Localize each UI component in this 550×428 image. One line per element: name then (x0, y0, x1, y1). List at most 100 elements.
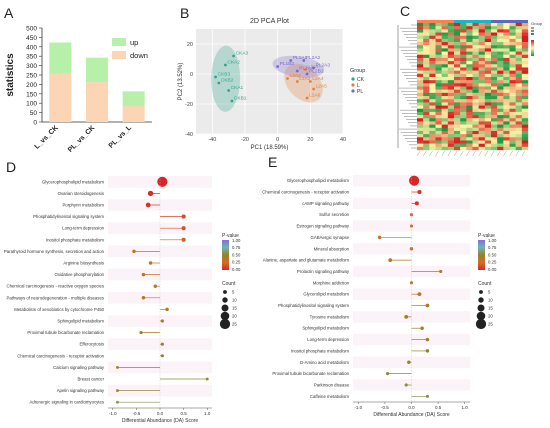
heatmap-cell (515, 121, 523, 125)
heatmap-cell (441, 42, 449, 46)
heatmap-cell (435, 29, 442, 33)
heatmap-cell (515, 111, 523, 116)
heatmap-cell (491, 105, 498, 109)
heatmap-cell (497, 121, 504, 125)
heatmap-cell (447, 57, 455, 62)
pca-point (302, 59, 306, 62)
heatmap-cell (429, 124, 436, 128)
heatmap-cell (429, 99, 436, 103)
heatmap-cell (515, 143, 523, 148)
heatmap-cell (503, 115, 510, 119)
heatmap-cell (497, 86, 504, 90)
heatmap-cell (478, 146, 486, 151)
heatmap-cell (447, 64, 455, 68)
bar-up (49, 42, 72, 74)
heatmap-cell (484, 61, 492, 65)
pathway-label: Parathyroid hormone synthesis, secretion… (4, 249, 105, 254)
pvalue-legend-label: 1.00 (488, 238, 497, 243)
heatmap-cell (447, 115, 455, 119)
pca-point (295, 80, 299, 83)
count-legend-dot (221, 304, 229, 312)
heatmap-cell (484, 92, 492, 97)
heatmap-cell (454, 111, 461, 116)
lollipop-dot (148, 261, 153, 265)
heatmap-cell (497, 137, 504, 141)
heatmap-cell (509, 23, 516, 27)
count-legend-dot (479, 290, 483, 294)
heatmap-cell (478, 45, 486, 49)
x-tick-label: 40 (340, 137, 346, 143)
heatmap-cell (521, 140, 529, 144)
heatmap-cell (447, 38, 455, 43)
ellipse-PL (272, 55, 325, 78)
heatmap-cell (521, 115, 529, 119)
group-legend-swatch (531, 27, 534, 29)
pathway-label: Sulfur secretion (319, 212, 349, 217)
column-label-mark (423, 150, 427, 157)
heatmap-cell (478, 73, 486, 78)
heatmap-cell (503, 48, 510, 52)
heatmap-cell (454, 108, 461, 113)
heatmap-cell (466, 35, 473, 40)
pathway-label: Arginine biosynthesis (63, 261, 104, 266)
heatmap-cell (478, 127, 486, 132)
heatmap-cell (521, 51, 529, 55)
heatmap-cell (460, 137, 467, 141)
pathway-label: Metabolism of xenobiotics by cytochrome … (14, 307, 104, 312)
heatmap-cell (460, 105, 467, 109)
heatmap-cell (478, 48, 486, 52)
heatmap-cell (478, 108, 486, 113)
lollipop-dot (385, 372, 390, 376)
heatmap-cell (435, 102, 442, 106)
heatmap-cell (447, 146, 455, 151)
heatmap-cell (497, 105, 504, 109)
column-label-mark (416, 150, 421, 157)
heatmap-cell (484, 121, 492, 125)
heatmap-cell (435, 111, 442, 116)
heatmap-cell (509, 102, 516, 106)
heatmap-cell (484, 35, 492, 40)
count-legend-label: 10 (232, 298, 237, 303)
panel-label-a: A (4, 5, 14, 21)
column-label-mark (478, 150, 482, 157)
y-axis-title: statistics (5, 53, 16, 97)
y-tick-label: 150 (26, 91, 37, 98)
lollipop-dot (425, 303, 430, 308)
panel-a-stacked-bar-chart: 0 50 100 150 200 250 300 350 400 450 500 statistics… (5, 26, 152, 154)
heatmap-cell (503, 96, 510, 100)
pca-point (276, 65, 280, 68)
lollipop-dot (160, 354, 164, 358)
count-legend-dot (478, 297, 484, 303)
lollipop-dot (160, 319, 164, 323)
heatmap-cell (417, 32, 424, 36)
heatmap-cell (466, 137, 473, 141)
heatmap-cell (417, 35, 424, 40)
heatmap-cell (423, 76, 430, 81)
heatmap-cell (429, 146, 436, 151)
pvalue-legend-label: 1.00 (232, 238, 241, 243)
heatmap-cell (497, 140, 504, 144)
heatmap-cell (454, 89, 461, 94)
heatmap-cell (423, 35, 430, 40)
y-tick-label: 450 (26, 35, 37, 42)
heatmap-cell (466, 26, 473, 30)
heatmap-cell (441, 146, 449, 151)
heatmap-cell (435, 67, 442, 71)
heatmap-cell (466, 64, 473, 68)
heatmap-cell (417, 70, 424, 74)
heatmap-cell (503, 86, 510, 90)
heatmap-cell (435, 146, 442, 151)
lollipop-dot (116, 365, 119, 369)
heatmap-cell (417, 76, 424, 81)
heatmap-cell (447, 54, 455, 59)
heatmap-cell (491, 130, 498, 135)
heatmap-cell (515, 32, 523, 36)
heatmap-cell (435, 96, 442, 100)
heatmap-cell (423, 130, 430, 135)
heatmap-cell (454, 105, 461, 109)
heatmap-cell (491, 102, 498, 106)
point-label: L2A3 (289, 73, 301, 79)
heatmap-cell (454, 48, 461, 52)
point-label: L2A6 (309, 93, 321, 99)
panel-d-lollipop-chart: Glycerophospholipid metabolism Ovarian st… (4, 176, 241, 424)
